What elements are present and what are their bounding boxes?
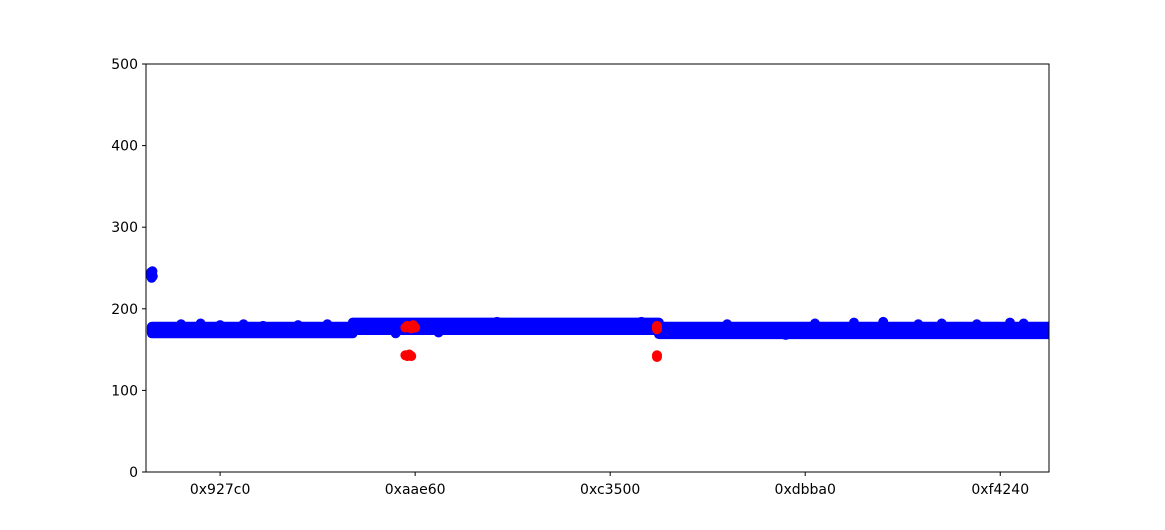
series-0-point-11 bbox=[293, 320, 304, 331]
axes-frame bbox=[145, 63, 1050, 473]
plot-border bbox=[145, 63, 1050, 473]
series-0-point-23 bbox=[913, 319, 924, 330]
y-tick-label-3: 300 bbox=[111, 220, 138, 236]
series-0-point-6 bbox=[176, 319, 187, 330]
series-0-point-16 bbox=[605, 323, 616, 334]
series-0-point-15 bbox=[492, 316, 503, 327]
series-0-point-band-2 bbox=[653, 321, 1049, 340]
series-0-point-17 bbox=[636, 316, 647, 327]
series-0-point-21 bbox=[848, 317, 859, 328]
x-tick-label-4: 0xf4240 bbox=[971, 482, 1029, 498]
y-tick-label-1: 100 bbox=[111, 383, 138, 399]
x-tick-label-2: 0xc3500 bbox=[580, 482, 640, 498]
series-0-point-26 bbox=[1004, 317, 1015, 328]
series-0-point-7 bbox=[195, 318, 206, 329]
series-0-point-25 bbox=[971, 319, 982, 330]
x-tick-label-0: 0x927c0 bbox=[190, 482, 251, 498]
series-0-point-19 bbox=[780, 329, 791, 340]
series-1-point-5 bbox=[410, 322, 421, 333]
x-axis: 0x927c0 0xaae60 0xc3500 0xdbba0 0xf4240 bbox=[190, 472, 1029, 498]
series-0-point-27 bbox=[1018, 318, 1029, 329]
series-1-point-12 bbox=[651, 324, 662, 335]
y-tick-label-5: 500 bbox=[111, 57, 138, 73]
series-0-point-20 bbox=[809, 318, 820, 329]
series-0-point-band-1 bbox=[347, 317, 664, 336]
series-0-point-9 bbox=[238, 319, 249, 330]
plot-marks bbox=[146, 266, 1049, 362]
series-0-point-24 bbox=[936, 318, 947, 329]
series-1-point-9 bbox=[406, 351, 417, 362]
y-tick-label-0: 0 bbox=[129, 465, 138, 481]
series-1-point-14 bbox=[651, 351, 662, 362]
y-tick-label-4: 400 bbox=[111, 139, 138, 155]
series-0-point-13 bbox=[390, 328, 401, 339]
series-0-point-8 bbox=[215, 320, 226, 331]
series-0-point-22 bbox=[878, 316, 889, 327]
x-tick-label-3: 0xdbba0 bbox=[775, 482, 836, 498]
series-0-point-10 bbox=[258, 320, 269, 331]
y-axis: 0 100 200 300 400 500 bbox=[111, 57, 146, 481]
series-0-point-14 bbox=[433, 327, 444, 338]
y-tick-label-2: 200 bbox=[111, 302, 138, 318]
series-0-point-18 bbox=[722, 319, 733, 330]
series-0-point-5 bbox=[147, 271, 158, 282]
series-0-point-12 bbox=[322, 319, 333, 330]
x-tick-label-1: 0xaae60 bbox=[385, 482, 446, 498]
